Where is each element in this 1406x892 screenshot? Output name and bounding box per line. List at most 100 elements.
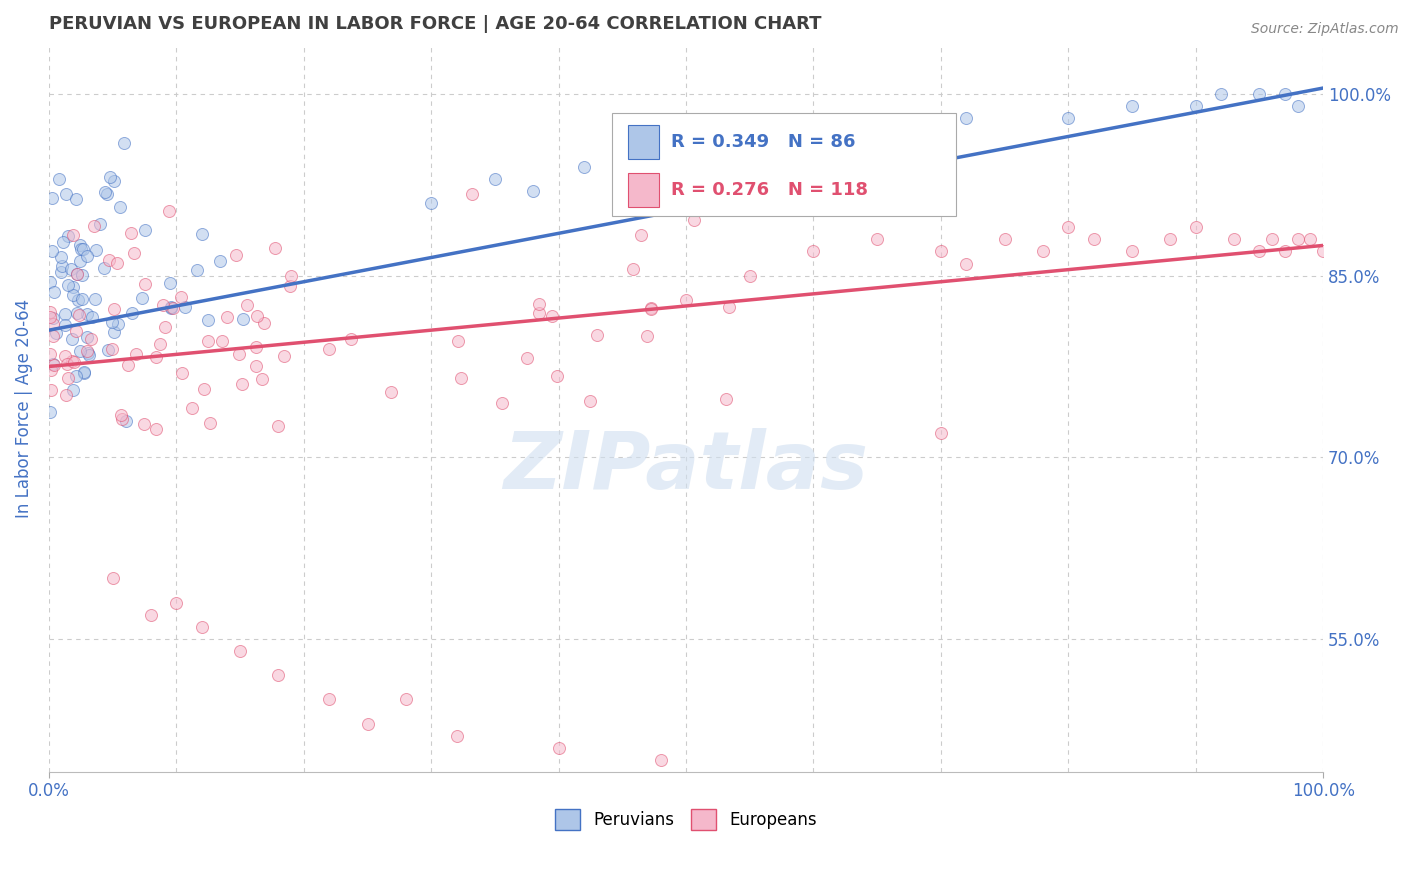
Point xyxy=(420,196,443,211)
Text: R = 0.349   N = 86: R = 0.349 N = 86 xyxy=(671,133,855,151)
Point xyxy=(280,268,302,283)
Point xyxy=(356,716,378,731)
Point xyxy=(98,170,121,185)
Point xyxy=(42,318,65,332)
Point xyxy=(1312,244,1334,259)
Point xyxy=(103,174,125,188)
Point xyxy=(101,342,124,356)
Point xyxy=(134,222,156,236)
Point xyxy=(1057,220,1080,235)
Point xyxy=(73,366,96,380)
Point xyxy=(65,324,87,338)
Point xyxy=(395,692,418,706)
Point xyxy=(866,123,889,137)
Point xyxy=(278,278,301,293)
Point xyxy=(318,692,340,706)
Point xyxy=(540,309,562,323)
Point xyxy=(232,312,254,326)
Point xyxy=(267,418,290,433)
Point xyxy=(267,668,290,682)
Point xyxy=(51,265,73,279)
Point xyxy=(55,186,77,201)
Point xyxy=(675,293,697,307)
Point xyxy=(117,358,139,372)
Point xyxy=(200,416,222,430)
Point xyxy=(225,248,247,262)
Point xyxy=(110,411,132,425)
Point xyxy=(650,147,672,161)
Point xyxy=(55,388,77,402)
Point xyxy=(66,267,89,281)
Text: R = 0.276   N = 118: R = 0.276 N = 118 xyxy=(671,181,868,199)
Point xyxy=(217,310,239,324)
Point xyxy=(172,366,194,380)
Point xyxy=(1184,99,1206,113)
Point xyxy=(82,310,104,324)
Point xyxy=(60,261,83,276)
Point xyxy=(101,315,124,329)
Point xyxy=(48,172,70,186)
Point xyxy=(60,332,83,346)
Point xyxy=(76,249,98,263)
Point xyxy=(79,332,101,346)
Point xyxy=(39,304,62,318)
Point xyxy=(89,217,111,231)
Point xyxy=(145,350,167,364)
Point xyxy=(803,244,825,259)
Point xyxy=(145,422,167,436)
Point xyxy=(152,298,174,312)
Point xyxy=(700,136,723,150)
Point xyxy=(103,302,125,317)
Point xyxy=(717,197,740,211)
Point xyxy=(73,367,96,381)
Point xyxy=(170,291,193,305)
Point xyxy=(186,262,208,277)
Point xyxy=(246,309,269,323)
Point xyxy=(39,346,62,360)
Point xyxy=(1286,232,1309,246)
Point xyxy=(547,740,569,755)
Point xyxy=(42,357,65,371)
Point xyxy=(191,620,214,634)
Point xyxy=(103,325,125,339)
Point xyxy=(160,301,183,315)
Point xyxy=(122,246,145,260)
Point xyxy=(53,307,76,321)
Point xyxy=(929,426,952,441)
Point xyxy=(340,332,363,346)
Point xyxy=(318,343,340,357)
Point xyxy=(446,729,468,743)
Point xyxy=(69,238,91,252)
Point xyxy=(630,227,652,242)
Point xyxy=(76,307,98,321)
Point xyxy=(159,277,181,291)
Point xyxy=(245,341,267,355)
Point xyxy=(42,329,65,343)
Point xyxy=(1083,232,1105,246)
Point xyxy=(162,301,184,316)
Point xyxy=(39,383,62,397)
Point xyxy=(56,229,79,244)
Point xyxy=(191,227,214,242)
Point xyxy=(236,298,259,312)
Point xyxy=(484,171,506,186)
Point xyxy=(208,254,231,268)
Point xyxy=(1261,232,1284,246)
Point xyxy=(65,369,87,384)
Point xyxy=(131,291,153,305)
Point xyxy=(76,330,98,344)
Point xyxy=(51,259,73,273)
Point xyxy=(228,347,250,361)
Point xyxy=(180,401,202,416)
Point xyxy=(447,334,470,348)
Point xyxy=(107,318,129,332)
Point xyxy=(1299,232,1322,246)
Point xyxy=(97,252,120,267)
Point xyxy=(250,372,273,386)
Point xyxy=(717,301,740,315)
Point xyxy=(522,184,544,198)
Point xyxy=(134,417,156,432)
Point xyxy=(56,357,79,371)
Point xyxy=(121,306,143,320)
Point xyxy=(380,384,402,399)
